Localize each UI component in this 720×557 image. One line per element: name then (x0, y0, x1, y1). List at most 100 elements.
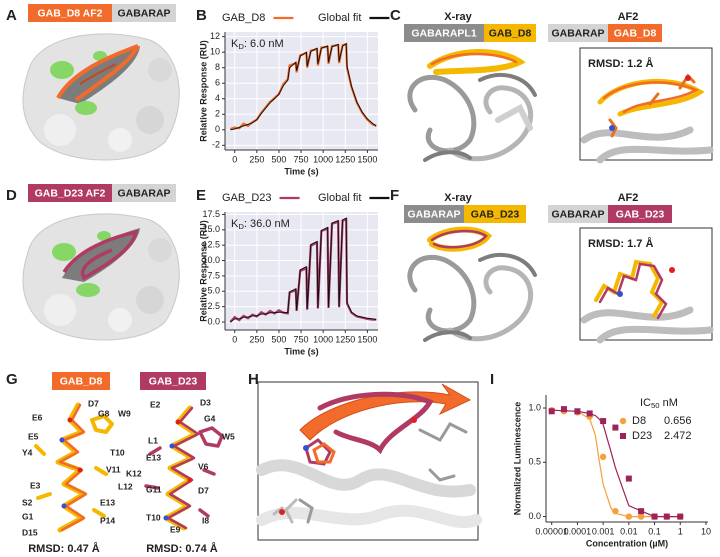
residue-label: L1 (148, 435, 158, 445)
y-tick-label: 0.5 (528, 457, 541, 467)
legend-label: GAB_D8 (222, 12, 265, 24)
legend-label: D23 (632, 430, 652, 442)
residue-label: D15 (22, 527, 38, 537)
ribbon-render-f (407, 226, 714, 344)
tag-label: GAB_D8 (489, 27, 532, 39)
residue-label: G1 (22, 511, 34, 521)
tag-label: GAB_D23 (471, 208, 520, 220)
y-tick-label: 0.0 (528, 511, 541, 521)
tag-box (28, 184, 112, 202)
x-tick-label: 0.00001 (535, 526, 568, 536)
panel-letter: F (390, 187, 399, 204)
residue-label: D3 (200, 397, 211, 407)
tag-box (484, 24, 536, 42)
x-tick-label: 0.001 (592, 526, 615, 536)
residue-label: E3 (30, 480, 41, 490)
annotation-sub: D (238, 222, 244, 231)
tag-label: GAB_D8 (614, 27, 657, 39)
residue-label: E13 (100, 497, 115, 507)
panel-letter: E (196, 187, 206, 204)
annotation-sub: 50 (651, 401, 660, 410)
x-tick-label: 250 (249, 154, 264, 164)
residue-label: E5 (28, 431, 39, 441)
section-title: X-ray (444, 11, 472, 23)
section-title: AF2 (618, 192, 639, 204)
y-tick-label: 10.0 (202, 255, 220, 265)
residue-label: G8 (98, 408, 110, 418)
residue-label: T10 (146, 512, 161, 522)
x-axis-label: Concentration (µM) (586, 538, 668, 548)
annotation: KD: 6.0 nM (231, 38, 284, 51)
y-tick-label: 0.0 (207, 316, 220, 326)
y-tick-label: 0 (215, 124, 220, 134)
y-axis-label: Relative Response (RU) (198, 40, 208, 142)
data-point (638, 508, 645, 515)
panel-letter: B (196, 7, 207, 24)
residue-label: W5 (222, 431, 235, 441)
x-tick-label: 1000 (313, 154, 333, 164)
data-point (625, 475, 632, 482)
x-axis-label: Time (s) (284, 346, 318, 356)
tag-box (52, 372, 110, 390)
x-tick-label: 750 (294, 154, 309, 164)
tag-box (464, 205, 526, 223)
residue-label: G4 (204, 413, 216, 423)
y-tick-label: 2 (215, 109, 220, 119)
residue-label: E2 (150, 399, 161, 409)
legend-value: 0.656 (664, 415, 692, 427)
annotation-main: K (231, 38, 239, 50)
data-point (625, 513, 633, 520)
legend-label: Global fit (318, 192, 361, 204)
tag-box (608, 205, 672, 223)
legend-label: GAB_D23 (222, 192, 272, 204)
tag-box (608, 24, 662, 42)
legend-swatch (620, 433, 626, 439)
x-tick-label: 0 (232, 154, 237, 164)
y-tick-label: -2 (212, 140, 220, 150)
y-tick-label: 6 (215, 78, 220, 88)
annotation: IC50 nM (640, 397, 678, 410)
tag-label: GABARAPL1 (411, 27, 476, 39)
residue-label: I8 (202, 515, 209, 525)
y-tick-label: 10 (210, 47, 220, 57)
rmsd-label: RMSD: 1.7 Å (588, 237, 653, 250)
tag-box (404, 205, 464, 223)
tag-box (112, 4, 176, 22)
residue-label: E6 (32, 412, 43, 422)
stick-render-g (34, 402, 224, 533)
x-tick-label: 1250 (335, 334, 355, 344)
panel-letter: I (490, 371, 494, 388)
data-point (612, 424, 619, 431)
y-axis-label: Normalized Luminescence (512, 402, 522, 516)
y-tick-label: 5.0 (207, 286, 220, 296)
rmsd-label: RMSD: 0.74 Å (146, 542, 218, 555)
x-tick-label: 10 (701, 526, 711, 536)
ribbon-render-c (407, 47, 714, 164)
annotation-rest: : 6.0 nM (244, 38, 284, 50)
x-axis-label: Time (s) (284, 166, 318, 176)
residue-label: D7 (198, 485, 209, 495)
residue-label: G11 (146, 484, 162, 494)
residue-label: E9 (170, 524, 181, 534)
data-point (548, 408, 555, 415)
tag-box (112, 184, 176, 202)
residue-label: T10 (110, 447, 125, 457)
panel-letter: G (6, 371, 18, 388)
surface-render-d (22, 213, 180, 341)
y-tick-label: 15.0 (202, 224, 220, 234)
x-tick-label: 0.1 (648, 526, 661, 536)
legend-swatch (619, 417, 627, 425)
rmsd-label: RMSD: 1.2 Å (588, 57, 653, 70)
data-point (612, 507, 619, 515)
x-tick-label: 1 (678, 526, 683, 536)
tag-label: GABARAP (117, 187, 170, 199)
tag-box (140, 372, 206, 390)
tag-label: GAB_D23 (149, 375, 198, 387)
x-tick-label: 0.01 (620, 526, 638, 536)
residue-label: K12 (126, 468, 142, 478)
tag-label: GABARAP (551, 27, 604, 39)
annotation: KD: 36.0 nM (231, 218, 290, 231)
data-point (600, 418, 607, 425)
tag-label: GAB_D8 AF2 (38, 7, 103, 19)
legend-label: Global fit (318, 12, 361, 24)
